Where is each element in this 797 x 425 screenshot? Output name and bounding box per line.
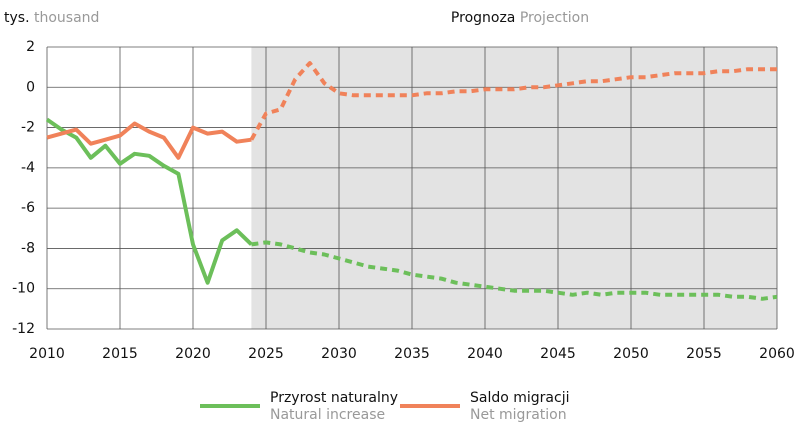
x-tick-label: 2010 xyxy=(29,346,65,362)
annotation-pl: Prognoza xyxy=(451,10,515,26)
y-label: tys. xyxy=(4,10,30,26)
x-tick-label: 2015 xyxy=(102,346,138,362)
x-tick-label: 2020 xyxy=(175,346,211,362)
series-line xyxy=(251,240,778,301)
x-tick-label: 2035 xyxy=(394,346,430,362)
y-label-en: thousand xyxy=(34,10,99,26)
x-tick-label: 2055 xyxy=(686,346,722,362)
legend-label-en: Net migration xyxy=(470,407,567,423)
x-tick-label: 2025 xyxy=(248,346,284,362)
annotation: Prognoza Projection xyxy=(451,10,589,26)
y-tick-label: -8 xyxy=(21,240,35,256)
series-line xyxy=(249,61,777,141)
y-tick-label: -2 xyxy=(21,120,35,136)
series-line xyxy=(45,117,253,285)
annotation-en: Projection xyxy=(520,10,589,26)
x-tick-label: 2040 xyxy=(467,346,503,362)
legend-label: Saldo migracji xyxy=(470,390,569,406)
y-tick-label: 0 xyxy=(26,79,35,95)
y-axis-label: tys. thousand xyxy=(4,10,99,26)
series-line xyxy=(46,121,252,160)
y-tick-label: -6 xyxy=(21,200,35,216)
x-tick-label: 2030 xyxy=(321,346,357,362)
y-tick-label: 2 xyxy=(26,39,35,55)
x-tick-label: 2060 xyxy=(759,346,795,362)
x-tick-label: 2050 xyxy=(613,346,649,362)
legend-label-en: Natural increase xyxy=(270,407,385,423)
x-tick-label: 2045 xyxy=(540,346,576,362)
legend-label: Przyrost naturalny xyxy=(270,390,398,406)
y-tick-label: -10 xyxy=(12,281,35,297)
y-tick-label: -4 xyxy=(21,160,35,176)
y-tick-label: -12 xyxy=(12,321,35,337)
